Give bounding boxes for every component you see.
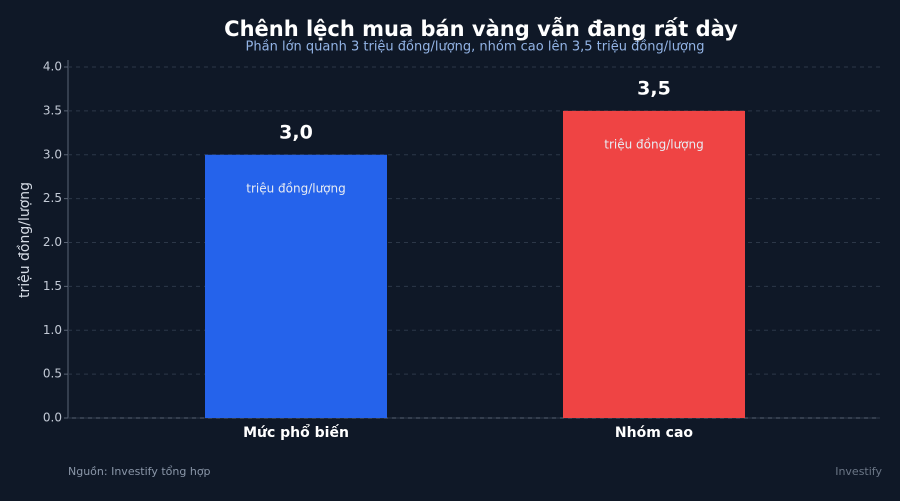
value-unit: triệu đồng/lượng	[246, 181, 346, 195]
value-label: 3,5	[637, 77, 671, 99]
x-tick-label: Nhóm cao	[615, 425, 694, 441]
y-tick-label: 1.5	[43, 279, 62, 293]
y-tick-label: 0.5	[43, 367, 62, 381]
y-tick-label: 3.5	[43, 103, 62, 117]
y-tick-label: 2.0	[43, 235, 62, 249]
source: Nguồn: Investify tổng hợp	[68, 465, 211, 478]
y-axis-label: triệu đồng/lượng	[16, 182, 33, 298]
bar	[205, 154, 387, 418]
y-tick-label: 2.5	[43, 191, 62, 205]
y-tick-label: 4.0	[43, 60, 62, 74]
value-unit: triệu đồng/lượng	[604, 137, 704, 151]
y-tick-label: 0.0	[43, 411, 62, 425]
brand: Investify	[835, 465, 882, 478]
chart-title: Chênh lệch mua bán vàng vẫn đang rất dày	[224, 17, 738, 41]
x-tick-label: Mức phổ biến	[243, 424, 349, 441]
chart-subtitle: Phần lớn quanh 3 triệu đồng/lượng, nhóm …	[246, 40, 705, 55]
y-tick-label: 3.0	[43, 147, 62, 161]
y-tick-label: 1.0	[43, 323, 62, 337]
value-label: 3,0	[279, 121, 313, 143]
bar	[563, 110, 745, 418]
